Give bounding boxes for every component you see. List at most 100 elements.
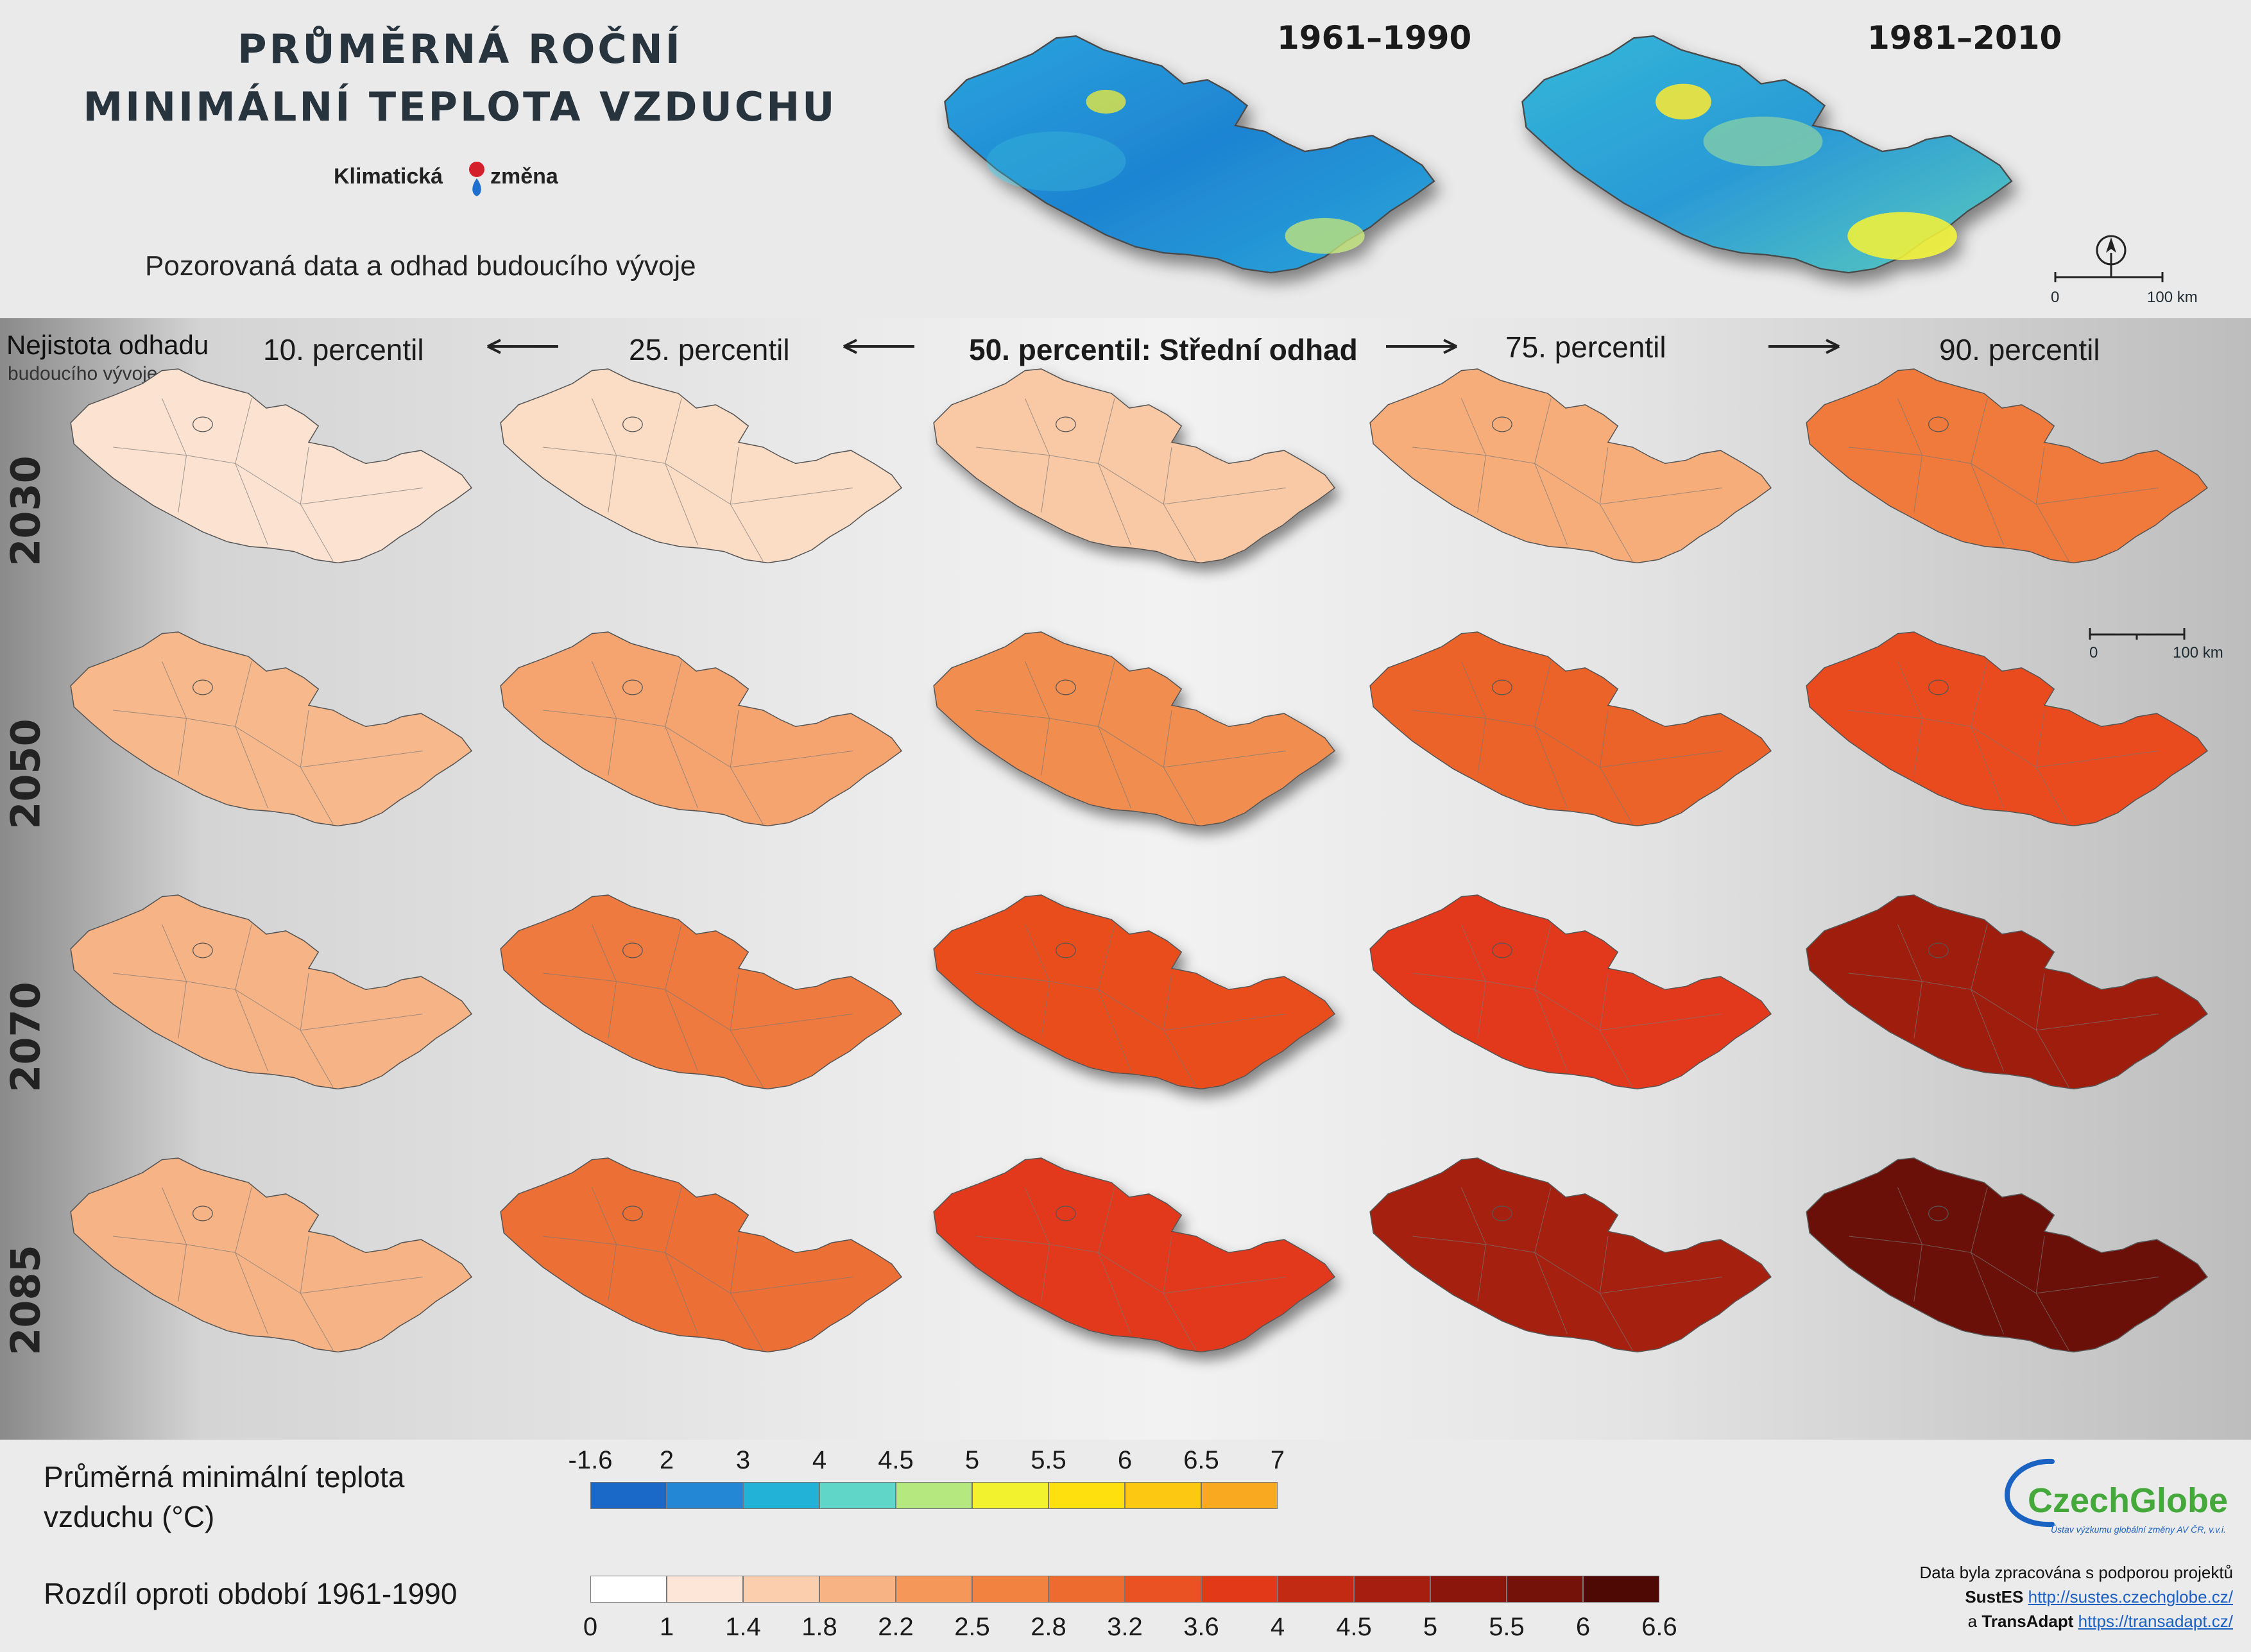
scale-zero-1: 0 (2051, 289, 2060, 306)
footer-project-2: a TransAdapt https://transadapt.cz/ (1733, 1612, 2233, 1631)
percentile-25: 25. percentil (629, 333, 790, 366)
legend-tick-label: 7 (1270, 1446, 1285, 1474)
legend-tick-label: 3 (735, 1446, 751, 1474)
observed-map-1961-1990 (944, 35, 1435, 274)
projection-maps (70, 368, 2208, 1353)
legend-tick-label: 2.5 (954, 1613, 990, 1641)
map-2030-p2 (933, 368, 1335, 564)
percentile-75: 75. percentil (1505, 330, 1666, 364)
thermometer-drop-icon (469, 162, 484, 196)
legend-tick-label: 2.8 (1031, 1613, 1066, 1641)
project-2-prefix: a (1967, 1612, 1978, 1631)
scale-bar-icon (2089, 628, 2186, 640)
legend-swatch (1354, 1576, 1430, 1603)
legend-swatch (896, 1482, 972, 1509)
legend-tick-label: 4.5 (878, 1446, 914, 1474)
scale-end-2: 100 km (2173, 644, 2223, 661)
legend-tick-label: 0 (583, 1613, 598, 1641)
legend-swatch (1201, 1576, 1278, 1603)
legend-tick-label: 2.2 (878, 1613, 914, 1641)
klimaticka-zmena-logo: Klimatická změna (334, 160, 578, 199)
legend-tick-label: 6.5 (1183, 1446, 1219, 1474)
czechglobe-logo-icon (2004, 1458, 2055, 1528)
map-2050-p2 (933, 631, 1335, 827)
legend-tick-label: 1 (659, 1613, 674, 1641)
uncertainty-label-1: Nejistota odhadu (6, 330, 209, 360)
logo-text-right: změna (490, 164, 558, 189)
observed-map-1981-2010 (1521, 35, 2013, 274)
map-2070-p1 (500, 894, 902, 1090)
footer-note: Data byla zpracována s podporou projektů (1919, 1563, 2233, 1582)
map-2070-p4 (1806, 894, 2208, 1090)
map-2050-p4 (1806, 631, 2208, 827)
scale-end-1: 100 km (2147, 289, 2198, 306)
arrow-left-icon (843, 339, 914, 354)
arrow-left-icon (487, 339, 558, 354)
project-1-link[interactable]: http://sustes.czechglobe.cz/ (2028, 1587, 2233, 1606)
map-2085-p4 (1806, 1157, 2208, 1353)
period-label-1: 1961–1990 (1277, 19, 1472, 56)
legend-swatch (1583, 1576, 1659, 1603)
map-2070-p0 (70, 894, 472, 1090)
percentile-50: 50. percentil: Střední odhad (969, 333, 1358, 366)
map-2050-p1 (500, 631, 902, 827)
legend-swatch (1048, 1576, 1125, 1603)
subtitle: Pozorovaná data a odhad budoucího vývoje (145, 250, 696, 282)
legend-swatch (1125, 1576, 1201, 1603)
czechglobe-logo-text: CzechGlobe (2028, 1481, 2229, 1520)
title-line-1: PRŮMĚRNÁ ROČNÍ (237, 26, 683, 72)
legend-tick-label: 2 (659, 1446, 674, 1474)
map-2070-p2 (933, 894, 1335, 1090)
map-2030-p1 (500, 368, 902, 564)
legend-swatch (1507, 1576, 1583, 1603)
legend-panel (0, 1440, 2251, 1652)
map-2050-p3 (1369, 631, 1772, 827)
map-2070-p3 (1369, 894, 1772, 1090)
diff-temperature-legend: 0 1 1.4 1.8 2.2 2.5 2.8 3.2 3.6 4 4.5 5 5.5 6 6.6 (583, 1572, 1681, 1642)
legend-tick-label: 3.6 (1183, 1613, 1219, 1641)
legend-tick-label: 5.5 (1031, 1446, 1066, 1474)
map-2030-p3 (1369, 368, 1772, 564)
legend-swatch (590, 1482, 667, 1509)
legend-tick-label: -1.6 (568, 1446, 613, 1474)
legend-tick-label: 6 (1575, 1613, 1591, 1641)
project-2-name: TransAdapt (1981, 1612, 2074, 1631)
abs-legend-title-1: Průměrná minimální teplota (44, 1460, 405, 1494)
abs-legend-title-2: vzduchu (°C) (44, 1500, 215, 1533)
project-2-link[interactable]: https://transadapt.cz/ (2078, 1612, 2233, 1631)
legend-tick-label: 3.2 (1107, 1613, 1143, 1641)
legend-swatch (1278, 1576, 1354, 1603)
legend-tick-label: 5 (964, 1446, 980, 1474)
legend-swatch (819, 1482, 896, 1509)
map-2085-p0 (70, 1157, 472, 1353)
legend-tick-label: 5.5 (1489, 1613, 1525, 1641)
legend-swatch (743, 1482, 819, 1509)
legend-tick-label: 4.5 (1336, 1613, 1372, 1641)
legend-swatch (1125, 1482, 1201, 1509)
czechglobe-subtitle: Ústav výzkumu globální změny AV ČR, v.v.… (2051, 1524, 2226, 1535)
legend-tick-label: 6.6 (1641, 1613, 1677, 1641)
legend-swatch (896, 1576, 972, 1603)
legend-tick-label: 1.4 (725, 1613, 761, 1641)
period-label-2: 1981–2010 (1867, 19, 2062, 56)
logo-text-left: Klimatická (334, 164, 443, 189)
legend-swatch (819, 1576, 896, 1603)
legend-swatch (972, 1482, 1048, 1509)
map-2030-p0 (70, 368, 472, 564)
legend-swatch (1201, 1482, 1278, 1509)
uncertainty-label-2: budoucího vývoje (8, 363, 158, 384)
footer-project-1: SustES http://sustes.czechglobe.cz/ (1733, 1587, 2233, 1607)
map-2085-p2 (933, 1157, 1335, 1353)
legend-swatch (667, 1482, 743, 1509)
legend-tick-label: 4 (812, 1446, 827, 1474)
diff-legend-title: Rozdíl oproti období 1961-1990 (44, 1577, 458, 1610)
arrow-right-icon (1768, 339, 1840, 354)
legend-tick-label: 4 (1270, 1613, 1285, 1641)
project-1-name: SustES (1965, 1587, 2024, 1606)
title-line-2: MINIMÁLNÍ TEPLOTA VZDUCHU (83, 83, 837, 130)
legend-swatch (667, 1576, 743, 1603)
scale-zero-2: 0 (2089, 644, 2098, 661)
legend-tick-label: 1.8 (801, 1613, 837, 1641)
map-2085-p1 (500, 1157, 902, 1353)
legend-swatch (590, 1576, 667, 1603)
